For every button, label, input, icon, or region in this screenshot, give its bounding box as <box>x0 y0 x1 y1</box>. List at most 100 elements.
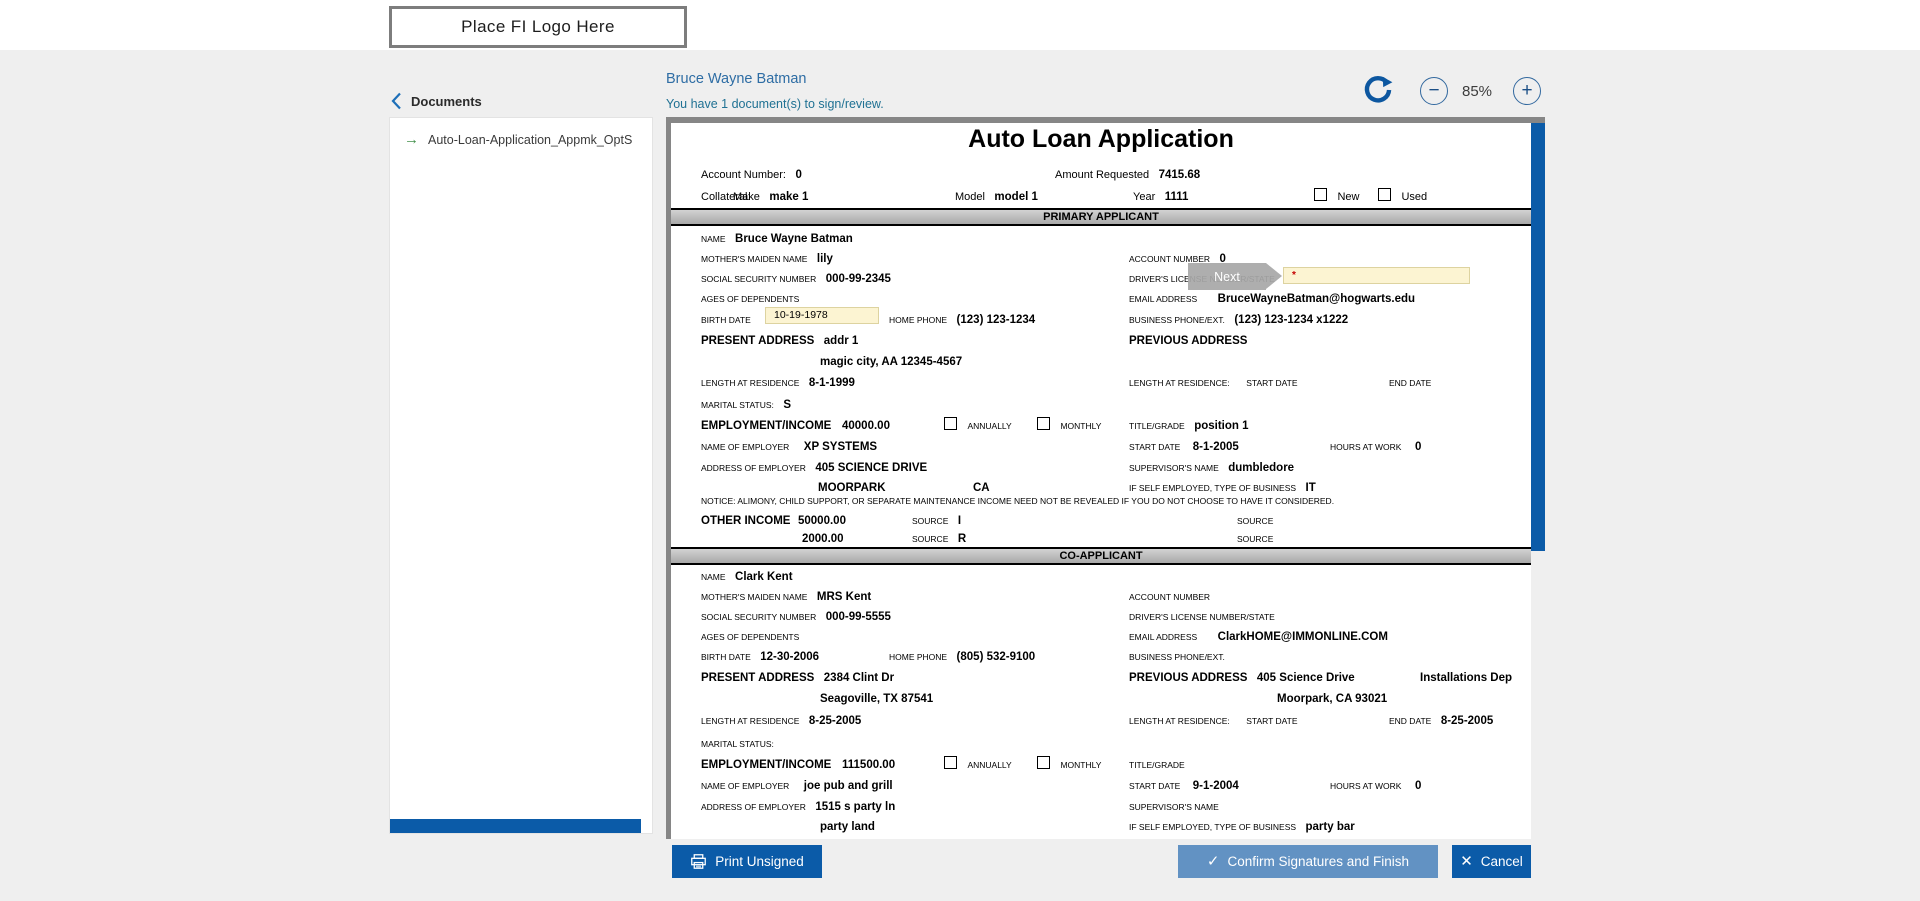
birth-date-label: BIRTH DATE <box>701 310 751 328</box>
next-tooltip-arrow <box>1266 263 1282 289</box>
birth-date-input[interactable]: 10-19-1978 <box>765 307 879 324</box>
field-label: Make <box>733 191 760 203</box>
ages-of-dependents-field: AGES OF DEPENDENTS <box>701 627 799 645</box>
zoom-out-button[interactable]: − <box>1420 77 1448 105</box>
field-value: model 1 <box>994 191 1038 203</box>
new-checkbox[interactable] <box>1314 188 1327 201</box>
form-row: Seagoville, TX 87541 Moorpark, CA 93021 <box>671 689 1531 707</box>
annually-checkbox[interactable] <box>944 417 957 430</box>
field-value: I <box>957 515 962 527</box>
field-label: EMPLOYMENT/INCOME <box>701 759 832 771</box>
field-label: NAME OF EMPLOYER <box>701 442 790 452</box>
field-label: SOURCE <box>1237 534 1274 544</box>
field-value: BruceWayneBatman@hogwarts.edu <box>1217 293 1416 305</box>
form-row: BIRTH DATE HOME PHONE (123) 123-1234 BUS… <box>671 310 1531 328</box>
field-value: S <box>783 399 792 411</box>
field-value: (805) 532-9100 <box>956 651 1036 663</box>
employer-address-2: party land <box>820 817 875 835</box>
field-label: MONTHLY <box>1060 421 1102 431</box>
field-label: Year <box>1133 191 1156 203</box>
print-unsigned-button[interactable]: Print Unsigned <box>672 845 822 878</box>
field-value: (123) 123-1234 x1222 <box>1234 314 1349 326</box>
fi-logo-placeholder: Place FI Logo Here <box>389 6 687 48</box>
field-value: (123) 123-1234 <box>956 314 1036 326</box>
field-label: MARITAL STATUS: <box>701 739 774 749</box>
primary-applicant-header: PRIMARY APPLICANT <box>671 208 1531 226</box>
form-row: Account Number: 0 Amount Requested 7415.… <box>671 165 1531 183</box>
next-tooltip-label: Next <box>1214 269 1240 284</box>
form-row: MOORPARK CA IF SELF EMPLOYED, TYPE OF BU… <box>671 478 1531 496</box>
field-value: 40000.00 <box>842 420 890 432</box>
zoom-level: 85% <box>1462 83 1493 100</box>
field-label: New <box>1337 191 1360 203</box>
field-value: R <box>957 533 967 545</box>
drivers-license-input[interactable]: * <box>1283 267 1470 284</box>
field-label: ANNUALLY <box>967 421 1012 431</box>
field-label: END DATE <box>1389 716 1432 726</box>
form-row: BIRTH DATE 12-30-2006 HOME PHONE (805) 5… <box>671 647 1531 665</box>
field-label: PRESENT ADDRESS <box>701 335 815 347</box>
monthly-checkbox[interactable] <box>1037 417 1050 430</box>
name-field: NAME Bruce Wayne Batman <box>701 229 853 247</box>
form-row: NAME Bruce Wayne Batman <box>671 229 1531 247</box>
field-label: ACCOUNT NUMBER <box>1129 592 1211 602</box>
refresh-icon <box>1364 76 1393 103</box>
source-label: SOURCE <box>1237 529 1273 547</box>
field-label: TITLE/GRADE <box>1129 760 1185 770</box>
confirm-signatures-button[interactable]: ✓ Confirm Signatures and Finish <box>1178 845 1438 878</box>
make-field: Make make 1 <box>733 187 808 205</box>
field-value: CA <box>973 482 990 494</box>
account-number-field: ACCOUNT NUMBER 0 <box>1129 249 1226 267</box>
income-value: 111500.00 <box>842 755 895 773</box>
form-row: EMPLOYMENT/INCOME 40000.00 ANNUALLY MONT… <box>671 416 1531 434</box>
annually-checkbox-field: ANNUALLY <box>944 416 1012 434</box>
field-label: HOURS AT WORK <box>1330 781 1402 791</box>
source-2-field: SOURCE R <box>912 529 966 547</box>
field-value: 405 Science Drive <box>1256 672 1355 684</box>
field-label: SUPERVISOR'S NAME <box>1129 463 1219 473</box>
monthly-checkbox[interactable] <box>1037 756 1050 769</box>
field-label: START DATE <box>1246 378 1298 388</box>
annually-checkbox[interactable] <box>944 756 957 769</box>
field-label: START DATE <box>1129 781 1181 791</box>
field-label: Used <box>1401 191 1428 203</box>
form-row: MARITAL STATUS: <box>671 734 1531 752</box>
cancel-button[interactable]: ✕ Cancel <box>1452 845 1531 878</box>
collateral-label: Collateral: <box>701 187 751 205</box>
form-row: magic city, AA 12345-4567 <box>671 352 1531 370</box>
field-label: LENGTH AT RESIDENCE <box>701 378 800 388</box>
field-value: 0 <box>1414 441 1422 453</box>
self-employed-field: IF SELF EMPLOYED, TYPE OF BUSINESS IT <box>1129 478 1316 496</box>
income-value: 40000.00 <box>842 416 890 434</box>
used-checkbox[interactable] <box>1378 188 1391 201</box>
refresh-button[interactable] <box>1362 74 1394 106</box>
form-row: AGES OF DEPENDENTS EMAIL ADDRESS BruceWa… <box>671 289 1531 307</box>
viewer-scrollbar[interactable] <box>1531 123 1545 551</box>
field-label: Account Number: <box>701 169 786 181</box>
next-tooltip[interactable]: Next <box>1188 263 1266 290</box>
email-field: EMAIL ADDRESS ClarkHOME@IMMONLINE.COM <box>1129 627 1388 645</box>
supervisors-name-field: SUPERVISOR'S NAME dumbledore <box>1129 458 1294 476</box>
field-value: dumbledore <box>1228 462 1295 474</box>
arrow-right-icon: → <box>404 131 419 147</box>
co-applicant-header: CO-APPLICANT <box>671 547 1531 565</box>
field-label: MARITAL STATUS: <box>701 400 774 410</box>
field-value: 8-1-1999 <box>808 377 855 389</box>
present-address-field: PRESENT ADDRESS addr 1 <box>701 331 858 349</box>
field-value: 1515 s party ln <box>815 801 896 813</box>
field-value: ClarkHOME@IMMONLINE.COM <box>1217 631 1388 643</box>
documents-back[interactable]: Documents <box>391 92 482 110</box>
hours-at-work-field: HOURS AT WORK 0 <box>1330 437 1421 455</box>
name-field: NAME Clark Kent <box>701 567 793 585</box>
field-label: Model <box>955 191 985 203</box>
field-label: HOME PHONE <box>889 315 948 325</box>
zoom-in-button[interactable]: + <box>1513 77 1541 105</box>
form-row: PRESENT ADDRESS 2384 Clint Dr PREVIOUS A… <box>671 668 1531 686</box>
field-value: 0 <box>1414 780 1422 792</box>
other-income-1: 50000.00 <box>798 511 846 529</box>
form-row: MOTHER'S MAIDEN NAME MRS Kent ACCOUNT NU… <box>671 587 1531 605</box>
document-list-item[interactable]: → Auto-Loan-Application_Appmk_OptS <box>390 118 652 147</box>
form-row: MARITAL STATUS: S <box>671 395 1531 413</box>
field-value: lily <box>816 253 833 265</box>
field-label: MOTHER'S MAIDEN NAME <box>701 254 808 264</box>
